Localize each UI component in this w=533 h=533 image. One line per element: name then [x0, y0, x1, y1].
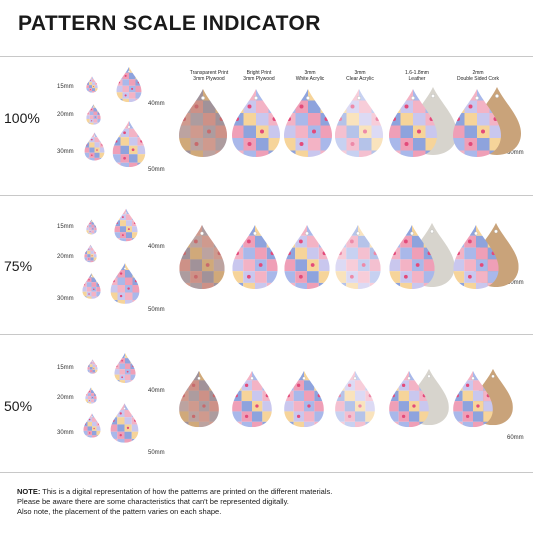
earring-sample-bright: [232, 370, 272, 428]
scale-label-75: 75%: [4, 258, 33, 274]
sample-size-label: 60mm: [507, 280, 524, 286]
earring-front-cork: [453, 89, 501, 157]
divider: [0, 56, 533, 57]
size-label-30mm: 30mm: [57, 296, 74, 302]
size-label-20mm: 20mm: [57, 395, 74, 401]
small-earring-sample: [83, 413, 101, 438]
size-label-20mm: 20mm: [57, 112, 74, 118]
sample-size-label: 60mm: [507, 435, 524, 441]
material-transparent-plywood: Transparent Print 3mm Plywood: [189, 70, 229, 82]
earring-sample-white: [284, 224, 330, 290]
size-label-40mm: 40mm: [148, 388, 165, 394]
earring-sample-bright: [232, 224, 278, 290]
small-earring-sample: [86, 219, 97, 235]
size-label-30mm: 30mm: [57, 430, 74, 436]
sample-size-label: 60mm: [507, 150, 524, 156]
size-label-40mm: 40mm: [148, 101, 165, 107]
earring-sample-clear: [335, 370, 375, 428]
earring-sample-white: [284, 89, 332, 157]
material-cork: 2mm Double Sided Cork: [457, 70, 499, 82]
size-label-15mm: 15mm: [57, 84, 74, 90]
earring-sample-clear: [335, 89, 383, 157]
earring-front-cork: [453, 370, 493, 428]
earring-sample-white: [284, 370, 324, 428]
material-bright-plywood: Bright Print 3mm Plywood: [243, 70, 275, 82]
small-earring-sample: [114, 208, 138, 242]
earring-sample-wood: [179, 370, 219, 428]
small-earring-sample: [110, 263, 140, 304]
small-earring-sample: [84, 244, 97, 263]
earring-sample-wood: [179, 224, 225, 290]
size-label-50mm: 50mm: [148, 450, 165, 456]
size-label-50mm: 50mm: [148, 307, 165, 313]
material-leather: 1.6-1.8mm Leather: [405, 70, 429, 82]
earring-sample-wood: [179, 89, 227, 157]
small-earring-sample: [112, 120, 146, 168]
earring-front-cork: [453, 224, 499, 290]
material-white-acrylic: 3mm White Acrylic: [295, 70, 325, 82]
small-earring-sample: [110, 403, 139, 443]
size-label-15mm: 15mm: [57, 365, 74, 371]
material-clear-acrylic: 3mm Clear Acrylic: [346, 70, 374, 82]
size-label-30mm: 30mm: [57, 149, 74, 155]
earring-front-leather: [389, 89, 437, 157]
size-label-20mm: 20mm: [57, 254, 74, 260]
small-earring-sample: [86, 104, 101, 125]
divider: [0, 334, 533, 335]
small-earring-sample: [85, 387, 97, 404]
size-label-40mm: 40mm: [148, 244, 165, 250]
size-label-50mm: 50mm: [148, 167, 165, 173]
earring-sample-clear: [335, 224, 381, 290]
small-earring-sample: [114, 353, 136, 383]
page-title: PATTERN SCALE INDICATOR: [18, 12, 321, 35]
size-label-15mm: 15mm: [57, 224, 74, 230]
divider: [0, 472, 533, 473]
earring-front-leather: [389, 224, 435, 290]
small-earring-sample: [86, 76, 98, 93]
small-earring-sample: [87, 359, 98, 374]
earring-sample-bright: [232, 89, 280, 157]
earring-front-leather: [389, 370, 429, 428]
small-earring-sample: [84, 132, 105, 161]
scale-label-100: 100%: [4, 110, 40, 126]
small-earring-sample: [116, 66, 142, 103]
divider: [0, 195, 533, 196]
scale-label-50: 50%: [4, 398, 33, 414]
note-text: NOTE: This is a digital representation o…: [17, 487, 333, 516]
small-earring-sample: [82, 273, 101, 299]
